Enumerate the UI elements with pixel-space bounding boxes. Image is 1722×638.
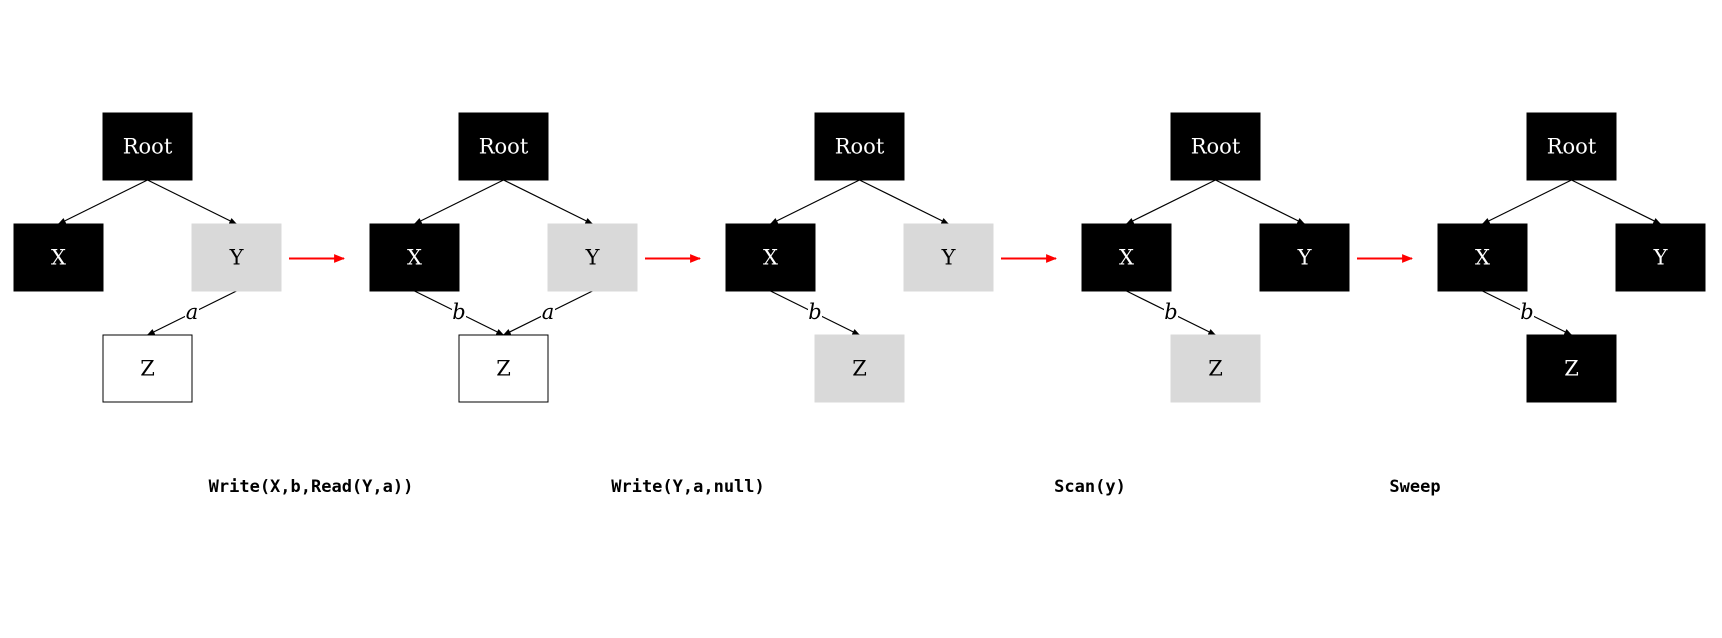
- node-root-label: Root: [835, 135, 885, 159]
- step-caption-3: Scan(y): [1054, 477, 1126, 497]
- node-root-label: Root: [123, 135, 173, 159]
- edge-label-bg: [185, 302, 199, 322]
- edge-root-y: [147, 179, 238, 225]
- node-z-box: [814, 334, 905, 403]
- node-z-label: Z: [140, 357, 155, 381]
- edge-label-bg: [541, 302, 555, 322]
- step-caption-1: Write(X,b,Read(Y,a)): [209, 477, 414, 497]
- node-z-box: [1170, 334, 1261, 403]
- edge-root-y: [859, 179, 950, 225]
- edge-root-y: [1571, 179, 1662, 225]
- edge-label-a: a: [542, 300, 555, 324]
- edge-root-x: [413, 179, 504, 225]
- node-x-box: [725, 223, 816, 292]
- node-root-label: Root: [479, 135, 529, 159]
- node-root-box: [1170, 112, 1261, 181]
- node-root-box: [814, 112, 905, 181]
- node-x-label: X: [407, 246, 422, 270]
- node-root-box: [102, 112, 193, 181]
- node-x-label: X: [1119, 246, 1134, 270]
- node-x-label: X: [763, 246, 778, 270]
- node-y-label: Y: [585, 246, 601, 270]
- edge-label-b: b: [1520, 300, 1533, 324]
- node-z-label: Z: [496, 357, 511, 381]
- node-y-box: [191, 223, 282, 292]
- edge-label-bg: [452, 302, 466, 322]
- edge-label-a: a: [186, 300, 199, 324]
- node-z-label: Z: [1564, 357, 1579, 381]
- panel-2: b a Root X Y Z: [369, 112, 638, 403]
- node-y-box: [1259, 223, 1350, 292]
- node-y-label: Y: [1297, 246, 1313, 270]
- node-x-box: [1081, 223, 1172, 292]
- node-y-label: Y: [941, 246, 957, 270]
- step-caption-4: Sweep: [1389, 477, 1440, 497]
- panel-3: b Root X Y Z: [725, 112, 994, 403]
- edge-root-x: [1125, 179, 1216, 225]
- node-root-label: Root: [1547, 135, 1597, 159]
- node-root-label: Root: [1191, 135, 1241, 159]
- node-z-label: Z: [852, 357, 867, 381]
- edge-label-bg: [1164, 302, 1178, 322]
- node-y-box: [547, 223, 638, 292]
- edge-label-b: b: [1164, 300, 1177, 324]
- edge-label-b: b: [808, 300, 821, 324]
- edge-root-y: [503, 179, 594, 225]
- node-x-box: [13, 223, 104, 292]
- step-caption-2: Write(Y,a,null): [611, 477, 765, 497]
- node-y-label: Y: [1653, 246, 1669, 270]
- edge-root-y: [1215, 179, 1306, 225]
- node-y-box: [1615, 223, 1706, 292]
- node-root-box: [1526, 112, 1617, 181]
- node-x-label: X: [51, 246, 66, 270]
- node-z-box: [458, 334, 549, 403]
- node-root-box: [458, 112, 549, 181]
- panel-1: a Root X Y Z: [13, 112, 282, 403]
- node-z-box: [102, 334, 193, 403]
- node-x-box: [1437, 223, 1528, 292]
- panel-5: b Root X Y Z: [1437, 112, 1706, 403]
- edge-label-bg: [808, 302, 822, 322]
- edge-root-x: [769, 179, 860, 225]
- edge-root-x: [57, 179, 148, 225]
- edge-root-x: [1481, 179, 1572, 225]
- node-x-label: X: [1475, 246, 1490, 270]
- panel-4: b Root X Y Z: [1081, 112, 1350, 403]
- edge-label-bg: [1520, 302, 1534, 322]
- node-z-label: Z: [1208, 357, 1223, 381]
- node-y-box: [903, 223, 994, 292]
- edge-label-b: b: [452, 300, 465, 324]
- node-x-box: [369, 223, 460, 292]
- node-z-box: [1526, 334, 1617, 403]
- node-y-label: Y: [229, 246, 245, 270]
